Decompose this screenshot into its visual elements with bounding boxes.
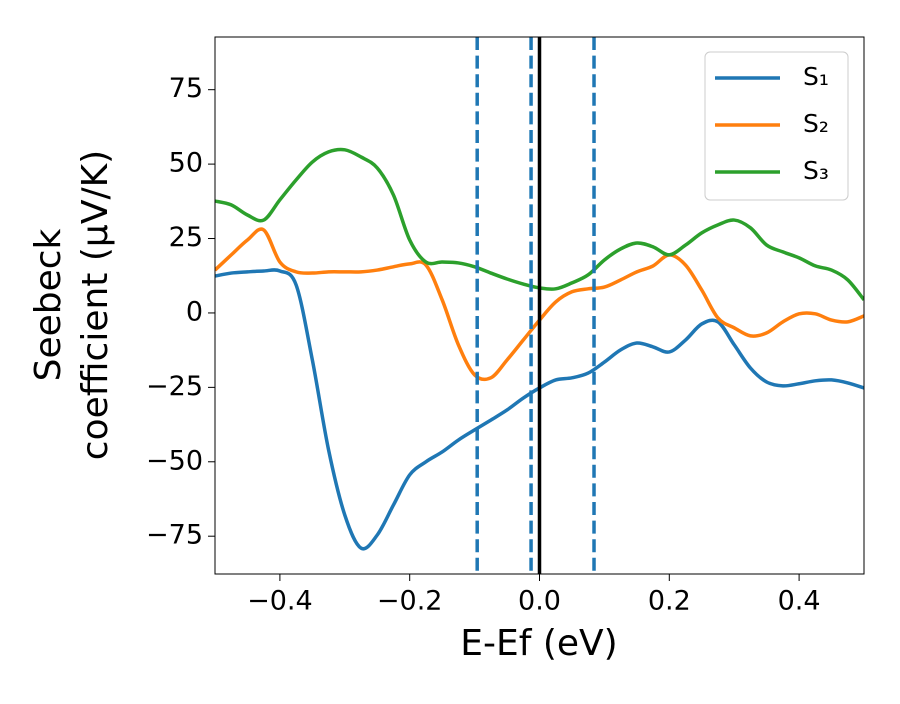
x-tick-label: 0.4 bbox=[778, 586, 821, 617]
y-axis-label-line: Seebeck bbox=[28, 228, 69, 381]
x-tick-label: −0.4 bbox=[247, 586, 313, 617]
y-axis-label-line: coefficient (μV/K) bbox=[75, 150, 116, 460]
y-tick-label: 0 bbox=[186, 296, 203, 327]
legend: S₁ S₂ S₃ bbox=[704, 51, 849, 201]
legend-label: S₂ bbox=[803, 109, 829, 138]
y-tick-label: 75 bbox=[169, 73, 203, 104]
x-tick-label: 0.0 bbox=[518, 586, 561, 617]
legend-label: S₃ bbox=[803, 156, 829, 185]
x-axis-label: E-Ef (eV) bbox=[460, 623, 617, 664]
y-tick-label: −75 bbox=[146, 520, 203, 551]
y-axis-label: Seebeck coefficient (μV/K) bbox=[28, 150, 116, 460]
y-tick-label: 50 bbox=[169, 148, 203, 179]
series-line bbox=[215, 268, 864, 551]
x-tick-label: 0.2 bbox=[648, 586, 691, 617]
x-tick-label: −0.2 bbox=[377, 586, 443, 617]
y-tick-label: −25 bbox=[146, 371, 203, 402]
y-tick-label: −50 bbox=[146, 445, 203, 476]
y-tick-label: 25 bbox=[169, 222, 203, 253]
legend-label: S₁ bbox=[803, 62, 829, 91]
